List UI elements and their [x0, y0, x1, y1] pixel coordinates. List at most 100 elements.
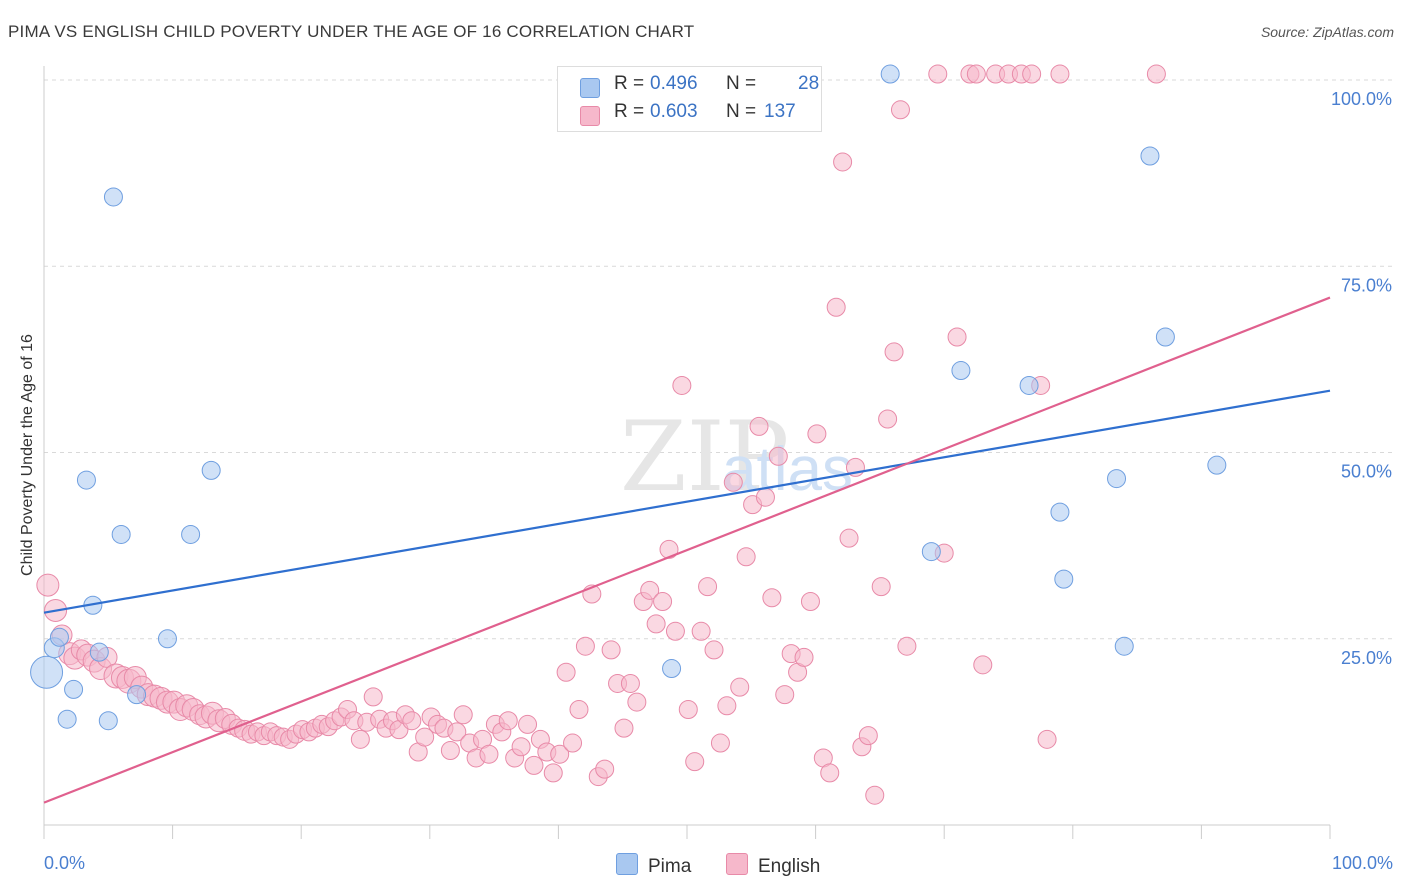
- bottom-legend-english: English: [726, 853, 820, 878]
- english-point: [511, 737, 531, 757]
- english-point: [350, 729, 370, 749]
- english-point: [858, 726, 878, 746]
- english-point: [402, 711, 422, 731]
- pima-point: [201, 460, 221, 480]
- english-point: [620, 673, 640, 693]
- english-point: [973, 655, 993, 675]
- tick-labels: 25.0% 50.0% 75.0% 100.0% 0.0% 100.0%: [44, 89, 1393, 873]
- pima-point: [89, 642, 109, 662]
- english-point: [698, 577, 718, 597]
- english-point: [691, 621, 711, 641]
- legend-row-english: R = 0.603 N = 137: [558, 101, 821, 131]
- english-point: [723, 472, 743, 492]
- english-point: [736, 547, 756, 567]
- english-point: [447, 722, 467, 742]
- stats-legend: R = 0.496 N = 28 R = 0.603 N = 137: [557, 66, 822, 132]
- english-point: [569, 700, 589, 720]
- trend-lines: [43, 296, 1331, 804]
- y-tick-label: 25.0%: [1341, 648, 1392, 668]
- english-point: [794, 647, 814, 667]
- english-legend-swatch: [726, 853, 748, 875]
- english-n-value: 137: [764, 101, 796, 122]
- pima-points: [30, 64, 1227, 731]
- y-tick-label: 75.0%: [1341, 275, 1392, 295]
- pima-point: [1054, 569, 1074, 589]
- x-tick-label: 0.0%: [44, 853, 85, 873]
- english-point: [479, 744, 499, 764]
- pima-legend-swatch: [616, 853, 638, 875]
- english-point: [440, 741, 460, 760]
- english-point: [1050, 64, 1070, 84]
- pima-point: [49, 627, 69, 647]
- english-point: [1146, 64, 1166, 84]
- pima-point: [1155, 327, 1175, 347]
- english-point: [871, 577, 891, 597]
- pima-point: [1207, 455, 1227, 475]
- english-point: [685, 752, 705, 772]
- pima-point: [1107, 469, 1127, 489]
- english-point: [833, 152, 853, 172]
- pima-point: [111, 524, 131, 544]
- english-legend-label: English: [758, 856, 821, 877]
- pima-point: [1050, 502, 1070, 522]
- legend-row-pima: R = 0.496 N = 28: [558, 73, 821, 103]
- english-point: [640, 580, 660, 600]
- english-point: [518, 714, 538, 734]
- english-point: [704, 640, 724, 660]
- english-point: [453, 705, 473, 725]
- english-point: [768, 446, 788, 466]
- english-point: [550, 744, 570, 764]
- english-swatch: [580, 106, 600, 126]
- pima-point: [181, 524, 201, 544]
- english-point: [672, 375, 692, 395]
- pima-point: [98, 711, 118, 731]
- pima-point: [662, 659, 682, 679]
- english-point: [678, 700, 698, 720]
- y-tick-label: 100.0%: [1331, 89, 1392, 109]
- english-point: [966, 64, 986, 84]
- pima-point: [1140, 146, 1160, 166]
- english-point: [543, 763, 563, 783]
- english-point: [1037, 729, 1057, 749]
- english-point: [498, 711, 518, 731]
- english-point: [595, 759, 615, 779]
- pima-point: [1114, 636, 1134, 656]
- english-point: [653, 592, 673, 611]
- english-point: [710, 733, 730, 753]
- english-point: [556, 662, 576, 682]
- english-point: [363, 687, 383, 707]
- english-point: [928, 64, 948, 84]
- pima-swatch: [580, 78, 600, 98]
- english-point: [646, 614, 666, 634]
- english-point: [947, 327, 967, 347]
- pima-point: [921, 542, 941, 562]
- pima-point: [157, 629, 177, 649]
- english-point: [775, 685, 795, 705]
- english-point: [762, 588, 782, 608]
- english-point: [659, 539, 679, 559]
- pima-point: [127, 685, 147, 705]
- english-n-label: N =: [726, 101, 757, 122]
- english-point: [627, 692, 647, 712]
- english-point: [820, 763, 840, 783]
- chart-title: PIMA VS ENGLISH CHILD POVERTY UNDER THE …: [8, 22, 695, 41]
- english-point: [826, 297, 846, 317]
- y-tick-label: 50.0%: [1341, 462, 1392, 482]
- english-point: [839, 528, 859, 548]
- pima-point: [30, 655, 64, 689]
- pima-r-value: 0.496: [650, 73, 698, 94]
- pima-point: [76, 470, 96, 490]
- english-point: [730, 677, 750, 697]
- english-point: [890, 100, 910, 120]
- pima-point: [1019, 375, 1039, 395]
- english-point: [415, 727, 435, 747]
- english-point: [749, 416, 769, 436]
- english-point: [614, 718, 634, 738]
- pima-r-label: R =: [614, 73, 645, 94]
- english-point: [563, 733, 583, 753]
- pima-point: [951, 361, 971, 381]
- pima-point: [64, 679, 84, 699]
- english-point: [865, 785, 885, 805]
- english-point: [601, 640, 621, 660]
